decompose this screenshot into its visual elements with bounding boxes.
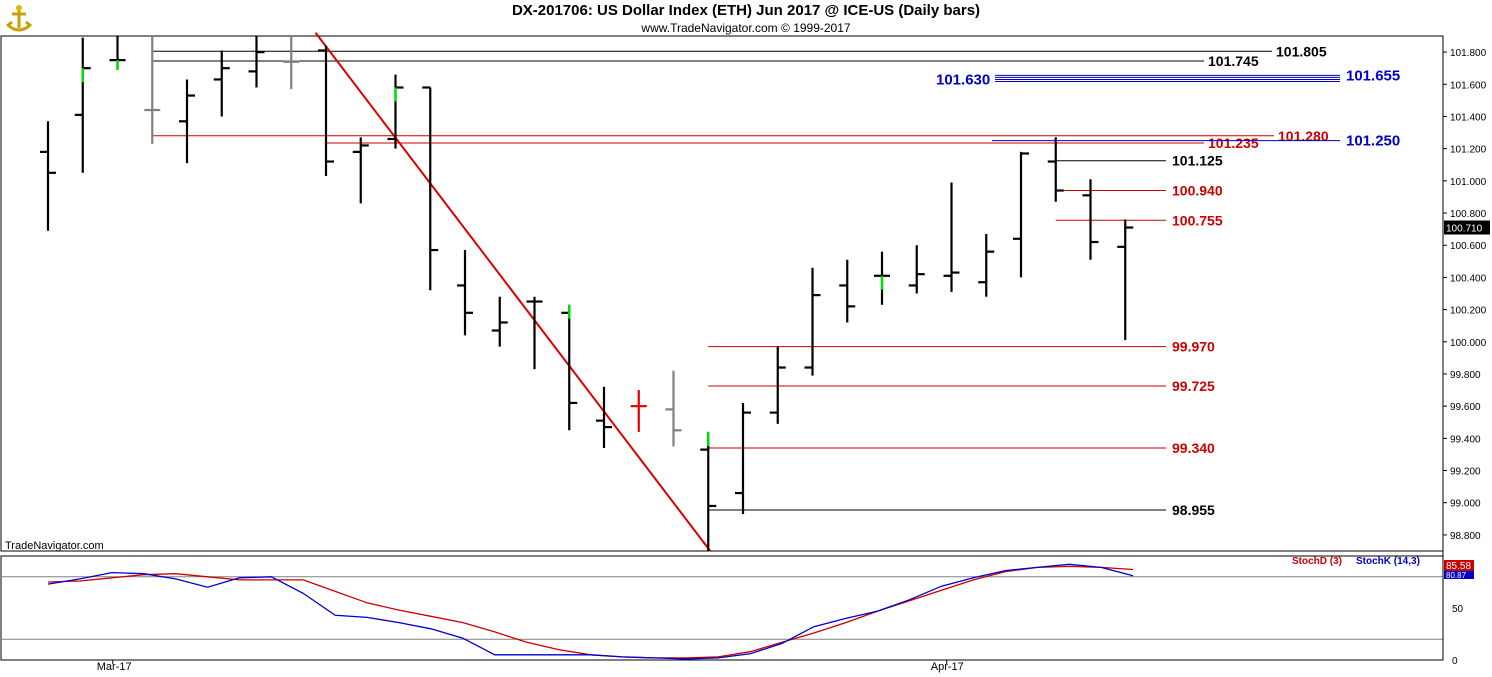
ohlc-bar	[526, 296, 543, 370]
legend-stoch-k: StochK (14,3)	[1356, 556, 1420, 567]
ohlc-bar	[596, 386, 612, 448]
ohlc-bar	[769, 346, 786, 424]
stochastic-panel: StochD (3) StochK (14,3)	[1, 556, 1443, 660]
ohlc-bar	[978, 233, 995, 297]
level-label-99.725: 99.725	[1172, 378, 1215, 394]
ohlc-bar	[491, 296, 508, 347]
y-tick-label: 99.400	[1450, 434, 1481, 445]
y-tick-label: 100.000	[1450, 338, 1487, 349]
legend-stoch-d: StochD (3)	[1292, 556, 1342, 567]
level-label-101.805: 101.805	[1276, 43, 1327, 59]
ohlc-bar	[457, 250, 473, 336]
ohlc-bar	[213, 50, 230, 117]
level-label-100.755: 100.755	[1172, 212, 1223, 228]
ohlc-bar	[665, 370, 682, 447]
x-tick-label: Mar-17	[97, 661, 132, 673]
stoch-d-line	[47, 565, 1134, 659]
y-tick-label: 101.600	[1450, 80, 1487, 91]
level-label-101.125: 101.125	[1172, 153, 1223, 169]
level-label-101.655: 101.655	[1346, 67, 1400, 84]
ohlc-bar	[700, 431, 717, 551]
ohlc-bar	[179, 79, 195, 164]
y-tick-label: 99.000	[1450, 499, 1481, 510]
last-price-label: 100.710	[1446, 224, 1483, 235]
y-tick-label: 99.800	[1450, 370, 1481, 381]
axes: 101.800 101.600 101.400 101.200 101.000 100.8…	[97, 36, 1490, 673]
ohlc-bar	[144, 36, 161, 144]
chart-title: DX-201706: US Dollar Index (ETH) Jun 201…	[511, 2, 981, 19]
watermark-label: TradeNavigator.com	[5, 540, 104, 552]
ohlc-bar	[74, 37, 91, 173]
x-tick-label: Apr-17	[931, 661, 964, 673]
ohlc-bars	[40, 36, 1134, 551]
stoch-k-value-box	[1444, 571, 1474, 579]
y-tick-label: 99.200	[1450, 467, 1481, 478]
level-label-101.745: 101.745	[1208, 53, 1259, 69]
ohlc-bar	[874, 251, 890, 305]
grid-layer: TradeNavigator.com	[0, 35, 1444, 661]
ohlc-bar	[1013, 151, 1029, 278]
stoch-k-line	[47, 563, 1134, 660]
ohlc-bar	[40, 121, 56, 231]
ohlc-bar	[109, 36, 126, 70]
ohlc-bar	[630, 390, 647, 432]
ohlc-bar	[735, 402, 751, 514]
ohlc-bar	[839, 259, 856, 323]
level-label-99.340: 99.340	[1172, 440, 1215, 456]
ohlc-bar	[943, 182, 960, 292]
price-levels: 101.805 101.745 101.630 101.655 101.280 101.2…	[152, 43, 1400, 518]
y-tick-label: 99.600	[1450, 402, 1481, 413]
y-tick-label: 100.400	[1450, 273, 1487, 284]
ohlc-bar	[422, 86, 439, 291]
trade-navigator-logo-icon	[4, 4, 34, 39]
y-tick-label: 101.000	[1450, 177, 1487, 188]
trendline	[314, 32, 712, 552]
ohlc-bar	[248, 36, 265, 88]
level-label-101.280: 101.280	[1278, 128, 1329, 144]
stoch-k-value: 80.87	[1446, 571, 1467, 580]
ohlc-bar	[1117, 219, 1134, 341]
ohlc-bar	[318, 45, 334, 177]
y-tick-label: 100.800	[1450, 209, 1487, 220]
level-label-101.235: 101.235	[1208, 135, 1259, 151]
ohlc-bar	[387, 74, 404, 149]
y-tick-label: 98.800	[1450, 531, 1481, 542]
ohlc-bar	[804, 267, 821, 376]
ohlc-bar	[561, 304, 578, 431]
ohlc-bar	[1047, 137, 1064, 202]
ohlc-bar	[1082, 179, 1099, 260]
price-panel-frame	[0, 35, 1444, 552]
y-tick-label: 101.400	[1450, 112, 1487, 123]
stoch-tick-label: 50	[1452, 604, 1464, 615]
y-tick-label: 100.200	[1450, 306, 1487, 317]
y-tick-label: 101.200	[1450, 145, 1487, 156]
level-label-101.250: 101.250	[1346, 133, 1400, 150]
level-label-100.940: 100.940	[1172, 183, 1223, 199]
stochastic-panel-frame	[0, 555, 1444, 661]
level-label-101.630: 101.630	[936, 71, 990, 88]
stoch-tick-label: 0	[1452, 656, 1458, 667]
level-label-99.970: 99.970	[1172, 339, 1215, 355]
last-price-box	[1444, 220, 1490, 235]
ohlc-bar	[283, 36, 300, 90]
stoch-d-value: 85.58	[1446, 561, 1471, 572]
y-tick-label: 101.800	[1450, 48, 1487, 59]
chart-subtitle: www.TradeNavigator.com © 1999-2017	[641, 21, 851, 35]
ohlc-bar	[352, 137, 369, 204]
trendline-layer	[314, 32, 712, 552]
ohlc-bar	[908, 245, 925, 294]
y-tick-label: 100.600	[1450, 241, 1487, 252]
level-label-98.955: 98.955	[1172, 502, 1215, 518]
stoch-d-value-box	[1444, 560, 1474, 571]
